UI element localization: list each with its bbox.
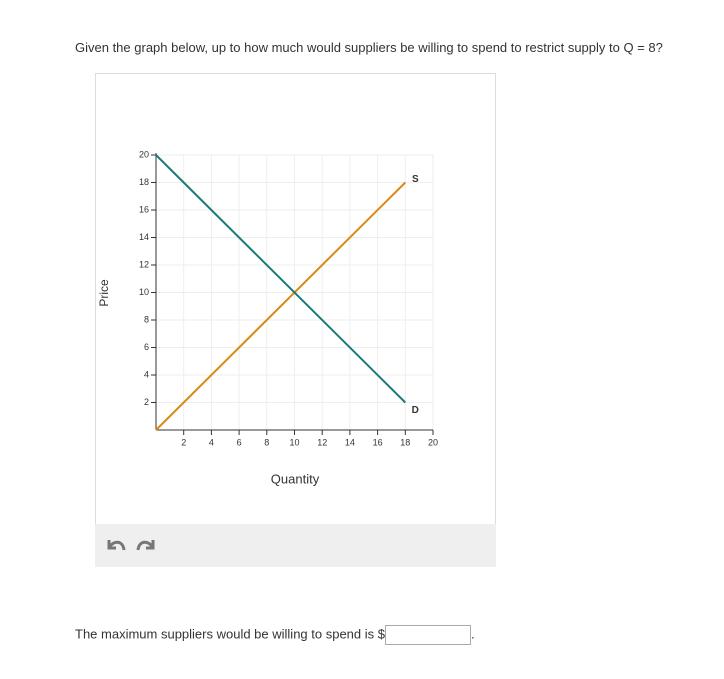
answer-prompt: The maximum suppliers would be willing t… — [75, 626, 385, 642]
y-tick-label: 12 — [139, 259, 149, 269]
x-tick-label: 14 — [345, 437, 355, 447]
redo-button[interactable] — [136, 540, 155, 551]
x-tick-label: 6 — [237, 437, 242, 447]
answer-suffix: . — [470, 626, 475, 642]
x-tick-label: 10 — [289, 437, 299, 447]
y-tick-label: 10 — [139, 287, 149, 297]
y-tick-label: 4 — [144, 369, 149, 379]
series-label: D — [412, 405, 419, 416]
x-tick-label: 12 — [317, 437, 327, 447]
toolbar — [95, 524, 496, 567]
undo-button[interactable] — [107, 540, 126, 551]
y-tick-label: 14 — [139, 232, 149, 242]
answer-row: The maximum suppliers would be willing t… — [75, 625, 475, 645]
answer-input[interactable] — [384, 625, 471, 645]
x-tick-label: 16 — [373, 437, 383, 447]
y-tick-label: 2 — [144, 397, 149, 407]
y-tick-label: 6 — [144, 342, 149, 352]
question: Given the graph below, up to how much wo… — [75, 40, 663, 55]
x-tick-label: 4 — [209, 437, 214, 447]
x-tick-label: 8 — [264, 437, 269, 447]
x-tick-label: 2 — [181, 437, 186, 447]
y-tick-label: 18 — [139, 177, 149, 187]
y-tick-label: 8 — [144, 314, 149, 324]
y-tick-label: 20 — [139, 149, 149, 159]
series-label: S — [412, 174, 419, 185]
series-line — [155, 154, 407, 404]
toolbar-icons — [107, 540, 155, 551]
series-line — [155, 181, 407, 431]
x-tick-label: 20 — [428, 437, 438, 447]
y-tick-label: 16 — [139, 204, 149, 214]
x-tick-label: 18 — [400, 437, 410, 447]
x-axis-label: Quantity — [271, 471, 320, 486]
y-axis-label: Price — [97, 279, 111, 307]
